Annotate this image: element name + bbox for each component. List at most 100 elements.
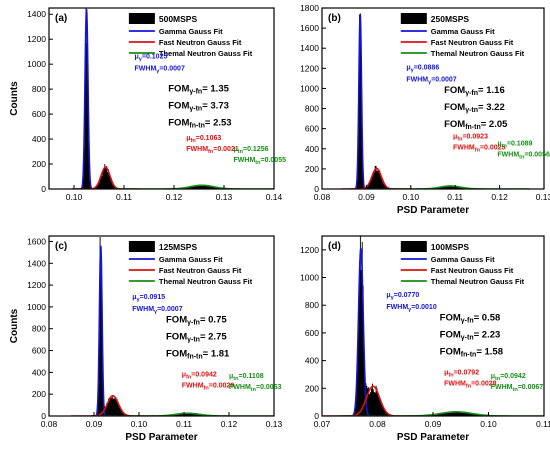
y-tick-label: 400 (32, 134, 46, 144)
y-tick-label: 1600 (300, 23, 319, 33)
x-axis-label: PSD Parameter (397, 432, 469, 443)
legend-title: 250MSPS (431, 14, 470, 24)
legend-entry: Themal Neutron Gauss Fit (431, 277, 525, 286)
fast-neutron-fit-c (71, 395, 155, 416)
y-tick-label: 800 (305, 300, 319, 310)
fom-label: FOMfn-tn= 2.05 (444, 119, 508, 131)
gamma-fit-c (90, 245, 111, 416)
y-tick-label: 800 (32, 324, 46, 334)
legend-entry: Gamma Gauss Fit (431, 255, 495, 264)
panel-b: 0.08 0.09 0.10 0.11 0.12 0.13 0 200 400 600 800 100… (300, 3, 550, 216)
y-tick-label: 1000 (300, 83, 319, 93)
legend-entry: Gamma Gauss Fit (431, 27, 495, 36)
panel-label: (d) (328, 241, 341, 252)
x-axis-label: PSD Parameter (125, 432, 197, 443)
x-tick-label: 0.11 (116, 192, 132, 202)
fom-label: FOMγ-fn= 1.16 (444, 85, 505, 97)
x-tick-label: 0.11 (447, 192, 463, 202)
panel-d: 0.07 0.08 0.09 0.10 0.11 0 200 400 600 800 1000 120… (300, 235, 550, 443)
gamma-fit-a (75, 9, 98, 189)
y-tick-label: 1400 (300, 43, 319, 53)
y-tick-label: 400 (32, 367, 46, 377)
thermal-neutron-fit-b (370, 185, 530, 189)
panel-label: (c) (55, 241, 67, 252)
legend-entry: Fast Neutron Gauss Fit (159, 38, 242, 47)
gamma-fwhm-label: FWHMγ=0.0007 (406, 77, 456, 86)
y-tick-label: 1400 (27, 258, 46, 268)
y-tick-label: 400 (305, 144, 319, 154)
legend-entry: Fast Neutron Gauss Fit (159, 266, 242, 275)
legend-entry: Themal Neutron Gauss Fit (159, 277, 253, 286)
fast-fwhm-label: FWHMfn=0.0021 (186, 146, 239, 155)
plot-frame-a (48, 7, 275, 190)
plot-area-c (49, 237, 274, 416)
x-tick-label: 0.08 (41, 419, 58, 429)
thermal-fwhm-label: FWHMtn=0.0056 (497, 152, 550, 161)
fom-label: FOMγ-fn= 0.75 (166, 314, 227, 326)
panel-c: 0.08 0.09 0.10 0.11 0.12 0.13 0 200 400 600 800 100… (9, 235, 283, 443)
y-tick-label: 1000 (27, 59, 46, 69)
plot-area-a (49, 8, 274, 189)
legend-entry: Fast Neutron Gauss Fit (431, 266, 514, 275)
x-tick-label: 0.13 (536, 192, 550, 202)
fast-fwhm-label: FWHMfn=0.0025 (453, 144, 506, 153)
fom-label: FOMγ-tn= 2.75 (166, 331, 227, 343)
fast-mu-label: μfn=0.0923 (453, 133, 488, 142)
gamma-fwhm-label: FWHMγ=0.0010 (386, 304, 436, 313)
y-tick-label: 1200 (300, 245, 319, 255)
x-tick-label: 0.09 (358, 192, 375, 202)
y-axis-label: Counts (9, 308, 20, 343)
x-tick-label: 0.14 (266, 192, 283, 202)
gamma-mu-label: μγ=0.1025 (135, 54, 168, 63)
x-tick-label: 0.10 (66, 192, 83, 202)
fast-neutron-fit-d (323, 385, 423, 416)
x-tick-label: 0.10 (403, 192, 420, 202)
y-axis-label: Counts (9, 81, 20, 116)
gamma-mu-label: μγ=0.0886 (406, 65, 439, 74)
x-tick-label: 0.11 (176, 419, 192, 429)
y-tick-label: 0 (41, 411, 46, 421)
fast-neutron-fit-b (341, 167, 413, 189)
y-tick-label: 1200 (27, 280, 46, 290)
y-tick-label: 600 (305, 124, 319, 134)
legend-title: 125MSPS (159, 242, 198, 252)
thermal-fwhm-label: FWHMtn=0.0067 (491, 384, 544, 393)
panel-label: (b) (328, 13, 341, 24)
x-axis-label: PSD Parameter (397, 205, 469, 216)
thermal-neutron-fit-c (96, 412, 274, 416)
plot-frame-b (321, 7, 545, 190)
panel-a: 0.10 0.11 0.12 0.13 0.14 0 200 400 600 800 1000 120… (9, 7, 286, 202)
x-tick-label: 0.13 (216, 192, 233, 202)
fom-label: FOMfn-tn= 1.58 (440, 347, 503, 359)
y-tick-label: 200 (32, 159, 46, 169)
panel-label: (a) (55, 13, 67, 24)
fast-fwhm-label: FWHMfn=0.0028 (444, 381, 497, 390)
y-tick-label: 800 (305, 104, 319, 114)
thermal-mu-label: μtn=0.0942 (491, 373, 526, 382)
legend-entry: Themal Neutron Gauss Fit (159, 49, 253, 58)
x-tick-label: 0.08 (369, 419, 386, 429)
x-tick-label: 0.11 (536, 419, 550, 429)
fast-mu-label: μfn=0.1063 (186, 135, 221, 144)
gamma-mu-label: μγ=0.0915 (132, 294, 165, 303)
legend-entry: Gamma Gauss Fit (159, 27, 223, 36)
fom-label: FOMfn-tn= 1.81 (166, 348, 230, 360)
fom-label: FOMγ-tn= 2.23 (440, 330, 501, 342)
legend-title: 500MSPS (159, 14, 198, 24)
thermal-neutron-fit-a (114, 184, 274, 189)
gamma-fit-b (350, 13, 371, 189)
plot-area-b (322, 13, 544, 189)
gamma-fwhm-label: FWHMγ=0.0007 (135, 66, 185, 75)
y-tick-label: 1200 (300, 63, 319, 73)
y-tick-label: 200 (305, 164, 319, 174)
x-tick-label: 0.10 (480, 419, 497, 429)
thermal-fwhm-label: FWHMtn=0.0063 (229, 384, 282, 393)
legend-entry: Fast Neutron Gauss Fit (431, 38, 514, 47)
y-tick-label: 1000 (27, 302, 46, 312)
y-tick-label: 800 (32, 84, 46, 94)
x-tick-label: 0.07 (314, 419, 331, 429)
fom-label: FOMγ-fn= 0.58 (440, 313, 501, 325)
fast-mu-label: μfn=0.0792 (444, 370, 479, 379)
x-tick-label: 0.10 (131, 419, 148, 429)
